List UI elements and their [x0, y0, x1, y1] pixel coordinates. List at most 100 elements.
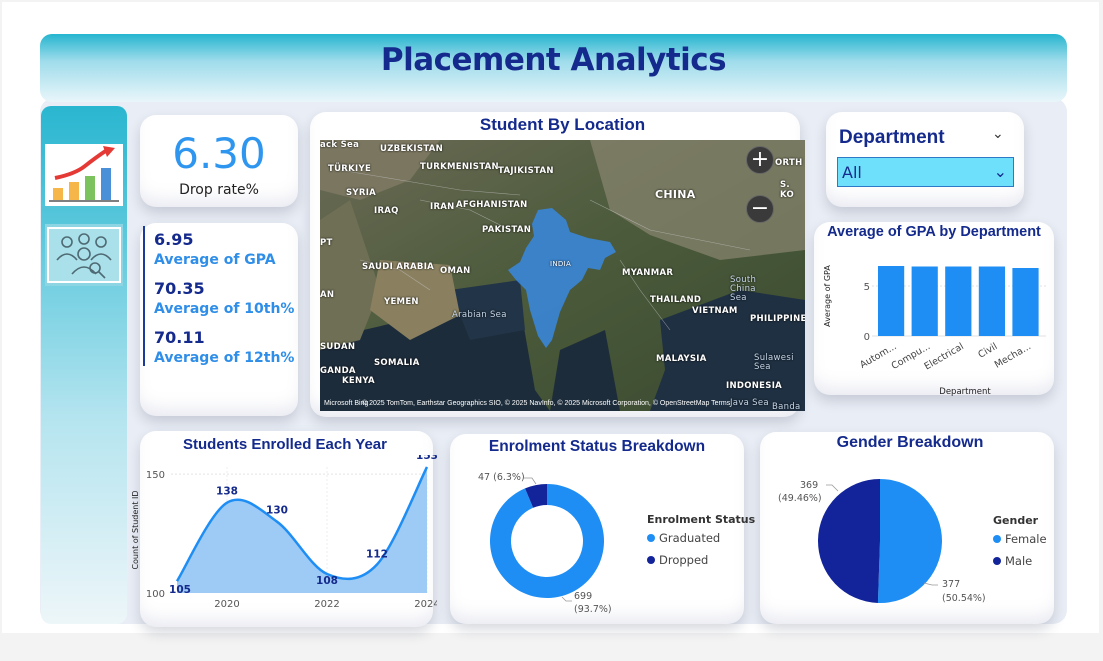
pie-slice-male[interactable]: [818, 479, 880, 603]
donut-slice-graduated[interactable]: [490, 484, 604, 598]
enrolled-data-label: 105: [169, 584, 191, 596]
growth-chart-icon: [49, 146, 119, 202]
enrolment-legend-title: Enrolment Status: [647, 513, 756, 526]
enrolled-data-label: 130: [266, 505, 288, 517]
map-label: Java Sea: [730, 398, 769, 408]
map-label: TAJIKISTAN: [498, 166, 554, 176]
enrolled-chart: 105 138 130 108 112 153 150 100 2020 2022 2024 Coun…: [131, 455, 437, 610]
y-tick-label: 5: [864, 282, 870, 293]
gpa-bar[interactable]: [978, 266, 1006, 337]
map-label: ack Sea: [320, 140, 360, 150]
kpi-10th-label: Average of 10th%: [154, 301, 295, 317]
student-location-map[interactable]: ack Sea UZBEKISTAN TÜRKIYE TURKMENISTAN …: [320, 140, 805, 411]
donut-slice-dropped[interactable]: [525, 484, 547, 508]
bottom-band: [0, 634, 1103, 661]
page-title: Placement Analytics: [380, 42, 727, 78]
map-label: ORTH: [775, 158, 803, 168]
map-label: PAKISTAN: [482, 225, 532, 235]
legend-item-dropped[interactable]: Dropped: [647, 553, 708, 567]
kpi-12th-value: 70.11: [154, 328, 205, 347]
map-label: TURKMENISTAN: [420, 162, 499, 172]
kpi-drop-rate-label: Drop rate%: [179, 182, 259, 198]
legend-item-graduated[interactable]: Graduated: [647, 531, 720, 545]
sidebar: [41, 106, 127, 624]
map-label: KENYA: [342, 376, 375, 386]
enrolled-data-label: 138: [216, 486, 238, 498]
students-group-icon: [47, 227, 121, 283]
y-axis-title: Average of GPA: [823, 265, 832, 327]
kpi-gpa-label: Average of GPA: [154, 252, 276, 268]
department-dropdown[interactable]: All ⌄: [837, 157, 1014, 187]
legend-item-male[interactable]: Male: [993, 554, 1032, 568]
map-label: INDIA: [550, 260, 572, 268]
kpi-averages-card: 6.95 Average of GPA 70.35 Average of 10t…: [140, 223, 298, 416]
leader-line: [923, 582, 938, 586]
sidebar-item-overview[interactable]: [45, 144, 123, 206]
gender-pie: [818, 479, 943, 603]
map-label: MALAYSIA: [656, 354, 707, 364]
gpa-bar[interactable]: [911, 266, 938, 337]
legend-item-female[interactable]: Female: [993, 532, 1047, 546]
bing-logo: Microsoft Bing: [324, 400, 369, 407]
dropped-data-label: 47 (6.3%): [478, 472, 525, 483]
x-axis-title: Department: [939, 387, 991, 396]
map-label: GANDA: [320, 366, 356, 376]
y-tick-label: 100: [146, 589, 165, 600]
map-terrain: [320, 140, 805, 411]
map-label: Sulawesi Sea: [754, 353, 794, 372]
map-label: UZBEKISTAN: [380, 144, 444, 154]
map-label: THAILAND: [650, 295, 702, 305]
legend-label: Graduated: [659, 531, 721, 545]
india-highlight[interactable]: [508, 208, 616, 348]
female-data-label: 377: [942, 579, 961, 590]
x-tick-label: 2024: [414, 599, 437, 610]
map-label: AFGHANISTAN: [456, 200, 528, 210]
map-label: PHILIPPINE: [750, 314, 805, 324]
x-tick-label: Mecha...: [993, 341, 1033, 371]
x-tick-label: Civil: [976, 341, 999, 361]
leader-line: [826, 484, 839, 492]
y-axis-title: Count of Student ID: [131, 490, 140, 569]
leader-line: [524, 477, 537, 485]
male-data-label: 369: [800, 480, 819, 491]
map-label: SOMALIA: [374, 358, 420, 368]
map-label: AN: [320, 290, 335, 300]
map-label: SUDAN: [320, 342, 356, 352]
map-label: VIETNAM: [692, 306, 738, 316]
pie-slice-female[interactable]: [877, 479, 943, 603]
enrolled-line[interactable]: [175, 466, 429, 582]
zoom-in-button[interactable]: +: [746, 146, 774, 174]
enrolled-data-label: 153: [416, 455, 437, 462]
map-label: YEMEN: [384, 297, 419, 307]
map-label: SYRIA: [346, 188, 377, 198]
y-tick-label: 150: [146, 470, 165, 481]
enrolled-area[interactable]: [177, 467, 427, 593]
map-label: INDONESIA: [726, 381, 783, 391]
map-credit[interactable]: © 2025 TomTom, Earthstar Geographics SIO…: [362, 400, 731, 407]
gpa-bar[interactable]: [1012, 268, 1039, 336]
kpi-accent-bar: [143, 226, 145, 366]
gpa-chart-title: Average of GPA by Department: [827, 224, 1041, 240]
map-label: South China Sea: [730, 275, 757, 303]
legend-label: Female: [1005, 532, 1047, 546]
kpi-12th-label: Average of 12th%: [154, 350, 295, 366]
map-label: TÜRKIYE: [328, 164, 372, 174]
map-label: PT: [320, 238, 333, 248]
map-label: MYANMAR: [622, 268, 674, 278]
gender-title: Gender Breakdown: [836, 434, 984, 451]
map-label: Arabian Sea: [452, 310, 507, 320]
sidebar-item-students[interactable]: [45, 224, 123, 286]
map-label: CHINA: [655, 188, 696, 201]
zoom-out-button[interactable]: −: [746, 195, 774, 223]
kpi-drop-rate-card: 6.30 Drop rate%: [140, 115, 298, 207]
map-label: SAUDI ARABIA: [362, 262, 435, 272]
enrolment-status-title: Enrolment Status Breakdown: [488, 438, 706, 455]
gpa-bar[interactable]: [878, 266, 905, 336]
gpa-bar[interactable]: [945, 266, 972, 337]
department-slicer-title: Department: [839, 127, 945, 148]
department-selected-value: All: [842, 163, 862, 182]
map-label: IRAQ: [374, 206, 399, 216]
map-label: Banda: [772, 402, 801, 411]
chevron-down-icon[interactable]: ⌄: [992, 126, 1004, 142]
